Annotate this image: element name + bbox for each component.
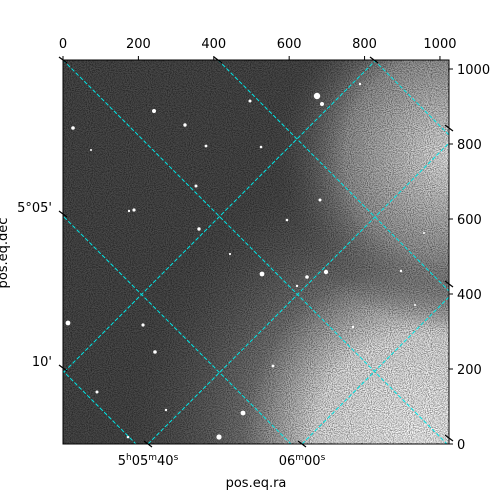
star-field	[65, 82, 425, 440]
grid-line-dec	[373, 60, 449, 136]
right-tick-label: 0	[457, 438, 465, 453]
star	[271, 364, 275, 368]
star	[194, 184, 198, 188]
top-tick-label: 1000	[423, 37, 456, 52]
star	[90, 149, 92, 151]
plot-frame	[62, 59, 450, 445]
star	[351, 325, 355, 329]
star	[248, 99, 252, 103]
wcs-tick	[444, 280, 454, 288]
grid-line-dec	[63, 60, 448, 444]
grid-line-dec	[217, 60, 449, 292]
star	[132, 208, 136, 212]
wcs-tick	[143, 440, 153, 448]
ra-tick-label-1: 5h05m40s	[118, 453, 179, 469]
star	[259, 145, 263, 149]
top-tick-label: 0	[59, 37, 67, 52]
star	[126, 435, 130, 439]
star	[295, 284, 299, 288]
wcs-tick	[444, 434, 454, 442]
star	[65, 320, 71, 326]
top-pixel-axis: 0 200 400 600 800 1000	[59, 37, 457, 60]
grid-line-ra	[301, 296, 449, 444]
star	[228, 252, 232, 256]
grid-line-ra	[63, 60, 377, 374]
dec-tick-label-1: 5°05'	[17, 201, 52, 216]
right-tick-label: 1000	[457, 63, 490, 78]
coordinate-grid	[63, 24, 500, 444]
star	[414, 304, 416, 306]
star	[305, 275, 309, 279]
star	[240, 410, 246, 416]
y-axis-title: pos.eq.dec	[0, 218, 11, 289]
star	[320, 102, 324, 106]
grid-line-ra	[458, 24, 500, 444]
star	[423, 232, 425, 234]
star	[318, 198, 322, 202]
grid-line-dec	[63, 370, 137, 444]
star	[71, 126, 75, 130]
grid-line-dec	[63, 215, 292, 444]
dec-tick-label-2: 10'	[32, 355, 52, 370]
grid-line-ra	[147, 142, 449, 444]
ra-tick-label-2: 06m00s	[279, 453, 326, 469]
star	[152, 109, 156, 113]
right-tick-label: 600	[457, 213, 482, 228]
right-tick-label: 400	[457, 288, 482, 303]
star	[259, 271, 265, 277]
top-tick-label: 400	[201, 37, 226, 52]
wcs-tick	[213, 56, 223, 64]
image-panel	[63, 24, 500, 444]
star	[164, 408, 168, 412]
right-pixel-axis: 0 200 400 600 800 1000	[449, 63, 490, 453]
star	[285, 218, 289, 222]
star	[204, 144, 208, 148]
x-axis-title: pos.eq.ra	[226, 476, 287, 491]
top-tick-label: 200	[126, 37, 151, 52]
wcs-tick-marks	[58, 56, 454, 448]
top-tick-label: 600	[277, 37, 302, 52]
star	[399, 269, 403, 273]
right-tick-label: 800	[457, 138, 482, 153]
star	[153, 350, 157, 354]
wcs-tick	[58, 210, 68, 218]
right-tick-label: 200	[457, 363, 482, 378]
star	[141, 323, 145, 327]
star	[183, 123, 187, 127]
wcs-tick	[58, 56, 68, 64]
wcs-tick	[297, 440, 307, 448]
star	[358, 82, 362, 86]
star	[197, 227, 201, 231]
star	[313, 92, 321, 100]
star	[127, 209, 131, 213]
wcs-tick	[58, 364, 68, 372]
wcs-tick	[444, 124, 454, 132]
top-tick-label: 800	[352, 37, 377, 52]
wcs-tick	[369, 56, 379, 64]
star	[95, 390, 99, 394]
star	[323, 269, 329, 275]
star	[216, 434, 222, 440]
